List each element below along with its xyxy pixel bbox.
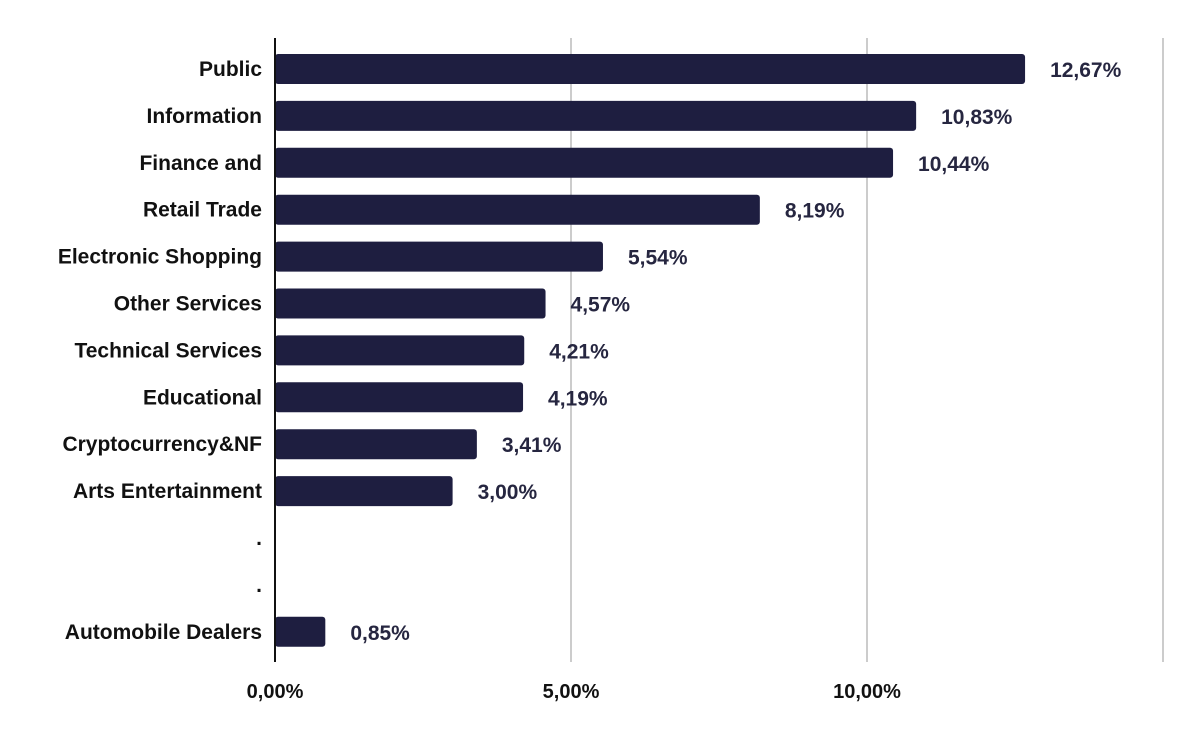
data-label: 4,21% — [549, 340, 609, 363]
bar — [275, 147, 894, 178]
category-label: Retail Trade — [143, 199, 262, 222]
bars — [275, 54, 1026, 647]
bar — [275, 429, 477, 460]
category-label: Cryptocurrency&NF — [62, 433, 262, 456]
data-label: 10,44% — [918, 153, 990, 176]
data-label: 4,19% — [548, 387, 608, 410]
x-tick-label: 0,00% — [247, 681, 304, 703]
category-label: Automobile Dealers — [65, 621, 262, 644]
data-label: 3,00% — [478, 481, 538, 504]
x-tick-labels: 0,00% 5,00% 10,00% — [247, 681, 901, 703]
bar — [275, 288, 546, 319]
data-label: 4,57% — [571, 294, 631, 317]
bar — [275, 100, 917, 131]
category-label: Other Services — [114, 293, 262, 316]
data-label: 12,67% — [1050, 59, 1122, 82]
x-tick-label: 10,00% — [833, 681, 901, 703]
bar — [275, 382, 524, 413]
bar — [275, 476, 453, 507]
bar — [275, 616, 326, 647]
category-label: Educational — [143, 386, 262, 409]
bar — [275, 194, 760, 225]
category-label: Arts Entertainment — [73, 480, 262, 503]
bar — [275, 54, 1026, 84]
data-label: 0,85% — [350, 622, 410, 645]
grid-lines — [570, 38, 1164, 662]
category-label: . — [256, 574, 262, 597]
category-label: . — [256, 527, 262, 550]
x-tick-label: 5,00% — [543, 681, 600, 703]
category-label: Information — [147, 105, 263, 128]
category-label: Electronic Shopping — [58, 246, 262, 269]
category-label: Finance and — [139, 152, 262, 175]
bar — [275, 335, 525, 366]
category-labels: Public Information Finance and Retail Trade… — [58, 58, 263, 644]
category-label: Public — [199, 58, 262, 81]
data-label: 10,83% — [941, 106, 1013, 129]
category-label: Technical Services — [74, 339, 262, 362]
data-label: 5,54% — [628, 247, 688, 270]
data-label: 8,19% — [785, 200, 845, 223]
bar — [275, 241, 603, 272]
value-labels: 12,67% 10,83% 10,44% 8,19% 5,54% 4,57% 4,21% 4,… — [350, 59, 1121, 645]
data-label: 3,41% — [502, 434, 562, 457]
